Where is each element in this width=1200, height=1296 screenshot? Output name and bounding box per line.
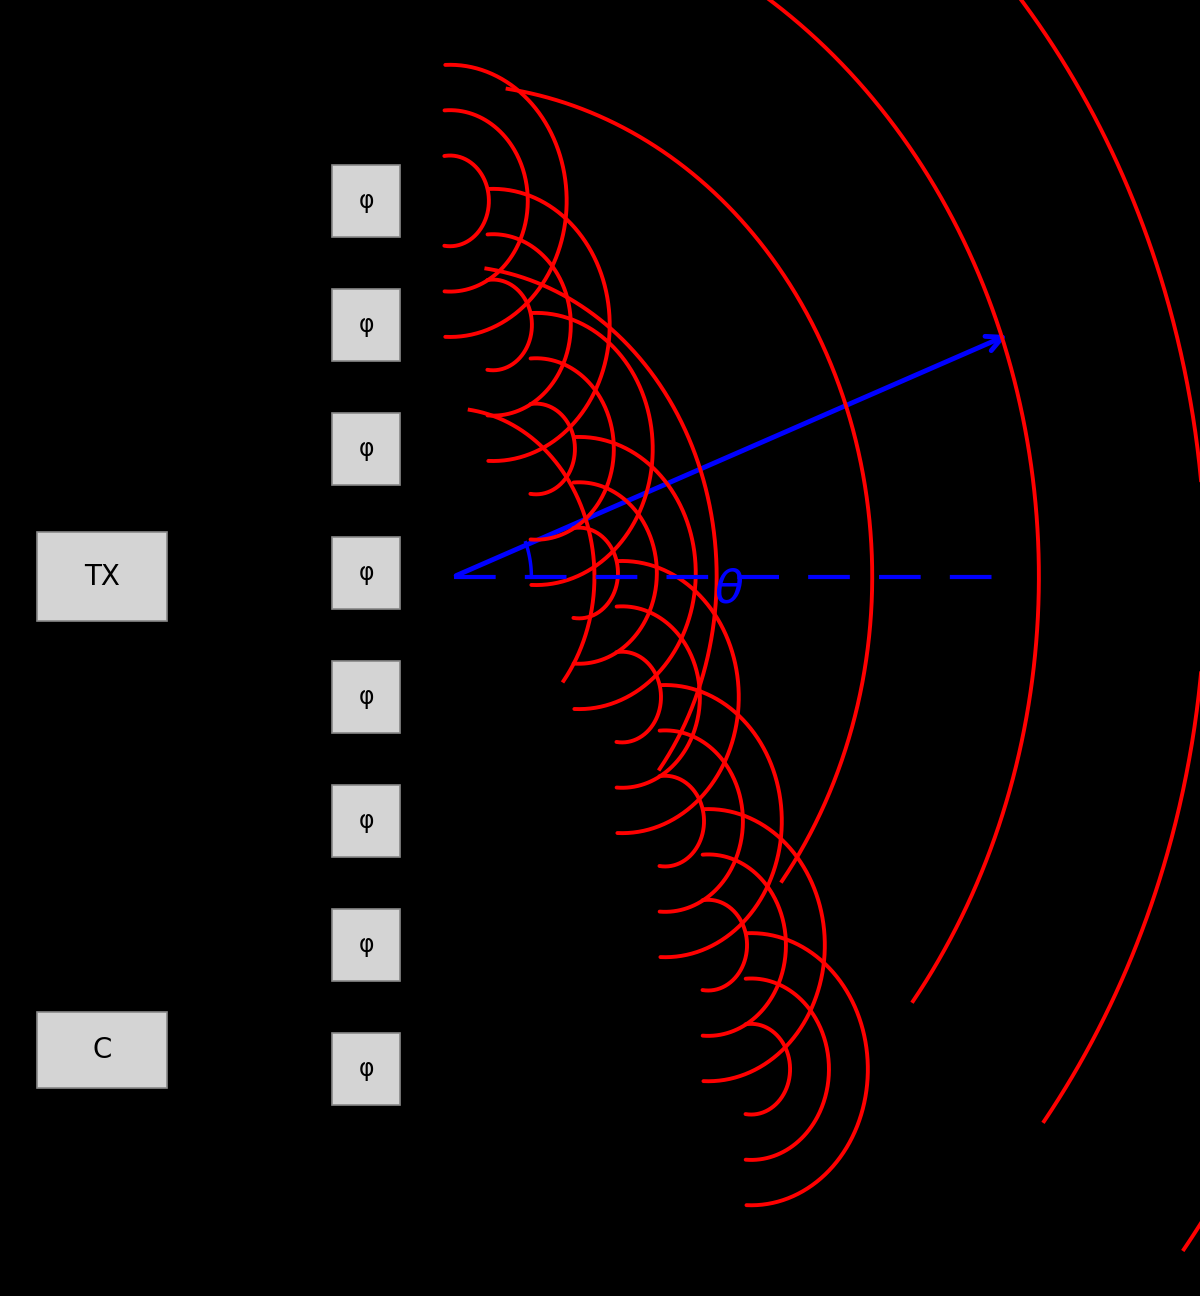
FancyBboxPatch shape [37, 1011, 168, 1089]
FancyBboxPatch shape [332, 1033, 400, 1105]
FancyBboxPatch shape [37, 531, 168, 621]
FancyBboxPatch shape [332, 412, 400, 485]
FancyBboxPatch shape [332, 661, 400, 734]
FancyBboxPatch shape [332, 908, 400, 981]
FancyBboxPatch shape [332, 785, 400, 858]
Text: φ: φ [359, 437, 373, 461]
FancyBboxPatch shape [332, 537, 400, 609]
Text: φ: φ [359, 189, 373, 213]
Text: C: C [92, 1036, 112, 1064]
Text: TX: TX [84, 562, 120, 591]
Text: φ: φ [359, 312, 373, 337]
Text: φ: φ [359, 561, 373, 584]
FancyBboxPatch shape [332, 165, 400, 237]
Text: φ: φ [359, 1058, 373, 1081]
Text: φ: φ [359, 933, 373, 958]
Text: φ: φ [359, 686, 373, 709]
FancyBboxPatch shape [332, 289, 400, 362]
Text: φ: φ [359, 809, 373, 833]
Text: θ: θ [714, 568, 743, 613]
